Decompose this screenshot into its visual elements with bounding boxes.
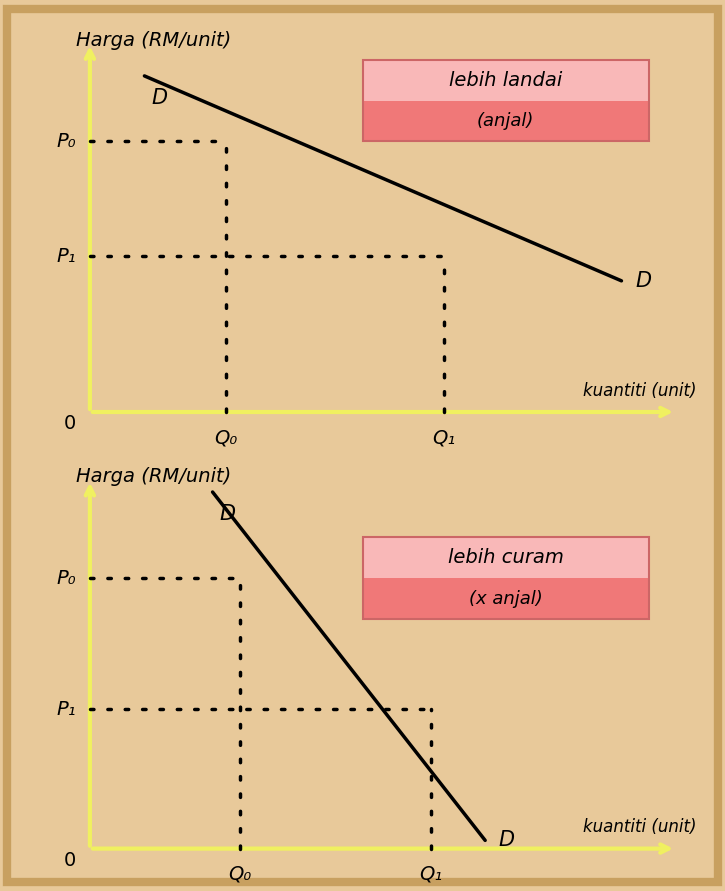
Text: Q₁: Q₁ bbox=[419, 865, 442, 884]
Text: (x anjal): (x anjal) bbox=[469, 590, 542, 608]
Text: D: D bbox=[152, 88, 167, 108]
Text: P₁: P₁ bbox=[57, 699, 76, 719]
Text: Q₀: Q₀ bbox=[228, 865, 252, 884]
Text: Harga (RM/unit): Harga (RM/unit) bbox=[76, 31, 231, 50]
Text: D: D bbox=[499, 830, 515, 850]
Text: lebih landai: lebih landai bbox=[449, 70, 563, 89]
Bar bbox=[362, 60, 649, 101]
Text: Q₁: Q₁ bbox=[433, 429, 456, 447]
Text: P₁: P₁ bbox=[57, 247, 76, 266]
Text: 0: 0 bbox=[63, 414, 75, 433]
Text: lebih curam: lebih curam bbox=[447, 548, 563, 567]
Bar bbox=[362, 537, 649, 619]
Text: 0: 0 bbox=[63, 851, 75, 870]
Bar bbox=[362, 537, 649, 578]
Text: (anjal): (anjal) bbox=[477, 112, 534, 130]
Text: D: D bbox=[635, 271, 651, 290]
Text: D: D bbox=[220, 504, 236, 524]
Bar bbox=[362, 578, 649, 619]
Text: P₀: P₀ bbox=[57, 568, 76, 587]
Text: Q₀: Q₀ bbox=[215, 429, 238, 447]
Text: kuantiti (unit): kuantiti (unit) bbox=[583, 818, 697, 837]
Text: P₀: P₀ bbox=[57, 132, 76, 151]
Bar bbox=[362, 60, 649, 142]
Text: kuantiti (unit): kuantiti (unit) bbox=[583, 381, 697, 400]
Bar bbox=[362, 101, 649, 142]
Text: Harga (RM/unit): Harga (RM/unit) bbox=[76, 468, 231, 486]
